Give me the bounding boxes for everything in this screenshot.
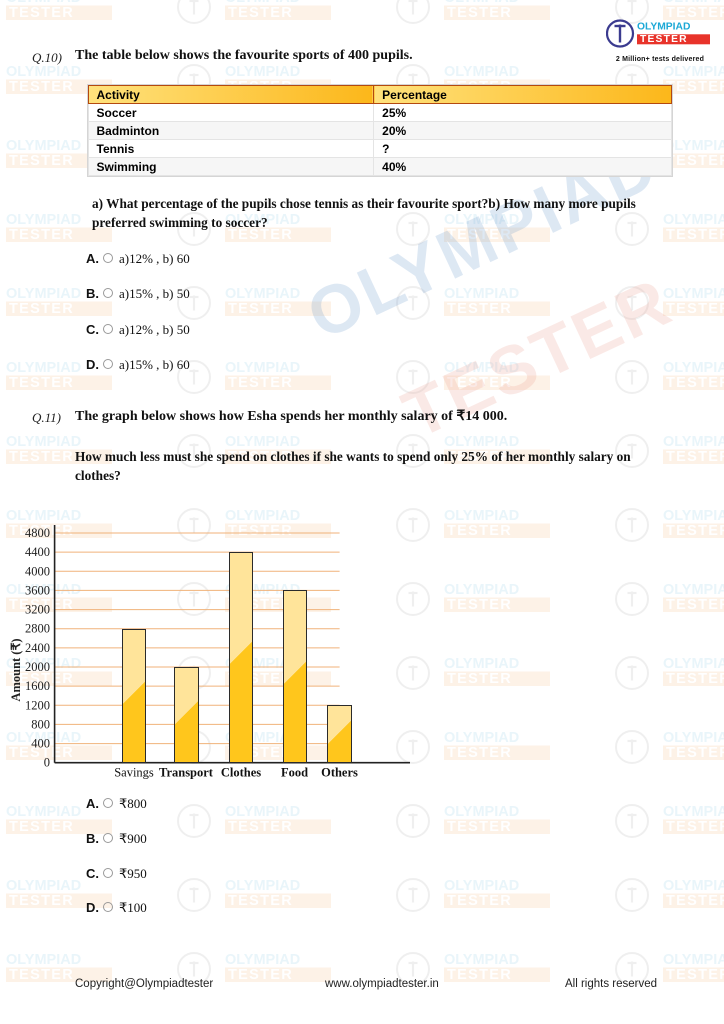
svg-text:4000: 4000: [25, 564, 50, 578]
svg-text:3600: 3600: [25, 583, 50, 597]
svg-text:3200: 3200: [25, 603, 50, 617]
svg-text:Clothes: Clothes: [221, 766, 261, 780]
svg-text:TESTER: TESTER: [640, 34, 688, 45]
svg-text:Food: Food: [281, 766, 308, 780]
svg-text:Others: Others: [321, 766, 358, 780]
svg-text:800: 800: [31, 717, 50, 731]
svg-text:Amount (₹): Amount (₹): [9, 638, 23, 701]
svg-text:1600: 1600: [25, 679, 50, 693]
svg-text:Savings: Savings: [114, 766, 154, 780]
svg-text:OLYMPIAD: OLYMPIAD: [637, 21, 690, 32]
svg-text:2800: 2800: [25, 622, 50, 636]
svg-text:2400: 2400: [25, 641, 50, 655]
svg-text:400: 400: [31, 737, 50, 751]
svg-text:4400: 4400: [25, 545, 50, 559]
svg-text:0: 0: [44, 756, 50, 770]
svg-text:4800: 4800: [25, 526, 50, 540]
svg-text:1200: 1200: [25, 698, 50, 712]
svg-text:Transport: Transport: [159, 766, 214, 780]
svg-text:2000: 2000: [25, 660, 50, 674]
